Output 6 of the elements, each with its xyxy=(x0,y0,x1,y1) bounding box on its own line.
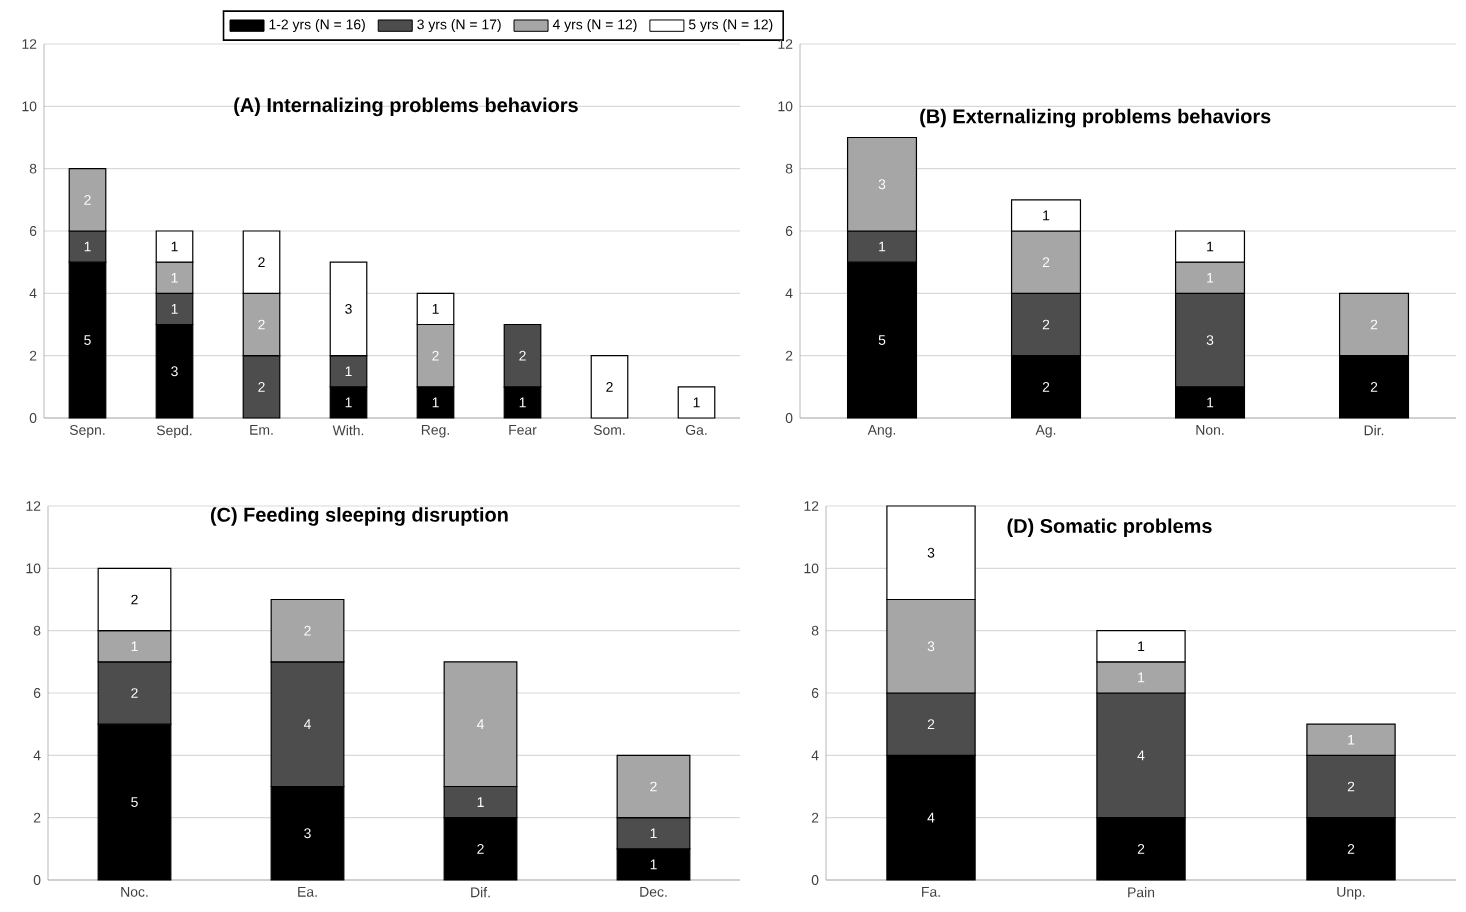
text: (B) Externalizing problems behaviors xyxy=(920,108,1271,128)
bar xyxy=(590,355,629,419)
bar xyxy=(677,386,716,419)
text: (A) Internalizing problems behaviors xyxy=(234,97,578,117)
chart-title: (C) Feeding sleeping disruption xyxy=(210,507,508,526)
text: (D) Somatic problems xyxy=(1007,518,1212,537)
